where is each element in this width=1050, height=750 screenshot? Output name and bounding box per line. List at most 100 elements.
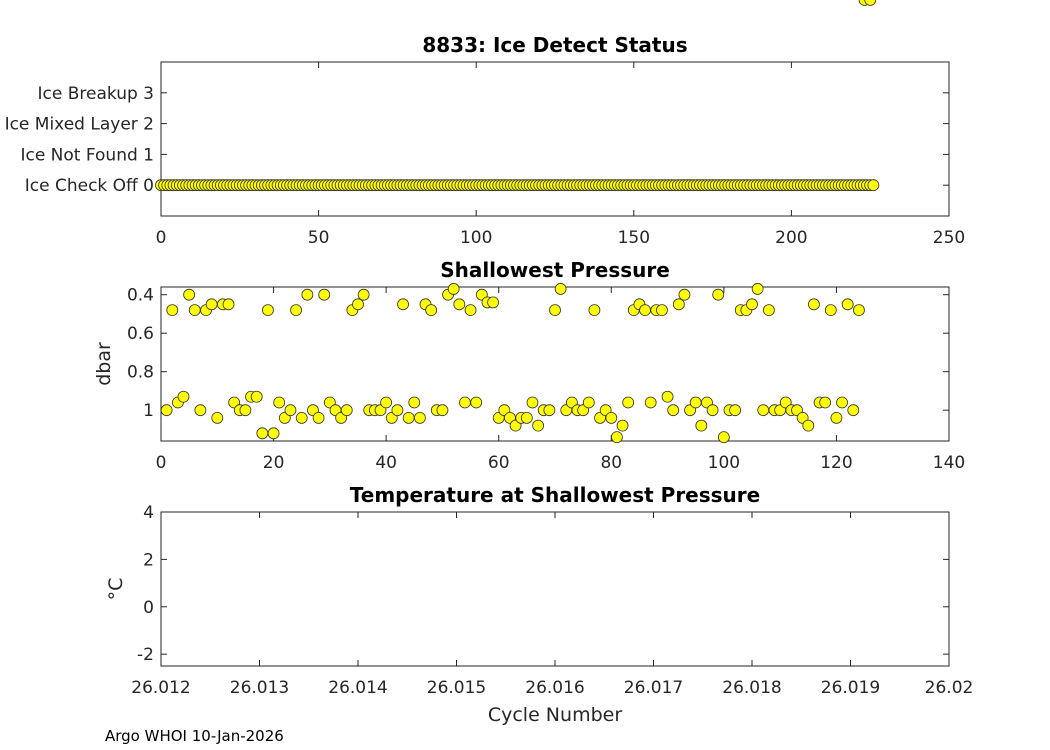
ice-detect-ticks: 0 50 100 150 200 250 Ice Check Off 0 Ice Not Fo…	[5, 62, 965, 248]
x-tick-label: 250	[933, 228, 965, 248]
data-point	[250, 390, 263, 403]
data-point	[397, 298, 409, 311]
ice-detect-panel: 0 50 100 150 200 250 Ice Check Off 0 Ice Not Fo…	[5, 33, 966, 248]
data-point	[639, 304, 651, 317]
data-point	[678, 288, 691, 301]
data-point	[864, 0, 877, 6]
x-tick-label: 26.018	[722, 678, 781, 698]
data-point	[470, 396, 483, 409]
data-point	[459, 396, 471, 409]
x-tick-label: 26.015	[427, 678, 486, 698]
data-point	[391, 404, 404, 417]
pressure-ticks: 0 20 40 60 80 100 120 140 0.4 0.6 0.8 1	[127, 286, 965, 473]
data-point	[520, 411, 533, 424]
data-point	[706, 404, 719, 417]
data-point	[661, 390, 674, 403]
data-point	[622, 396, 635, 409]
x-tick-label: 0	[156, 453, 167, 473]
data-point	[824, 304, 837, 317]
y-tick-label: Ice Check Off 0	[25, 176, 154, 196]
ice-detect-points	[155, 179, 880, 192]
x-tick-label: 80	[600, 453, 622, 473]
y-tick-label: 4	[143, 503, 154, 523]
y-tick-label: 0.6	[127, 324, 154, 344]
pressure-points	[160, 0, 877, 444]
data-point	[695, 419, 708, 432]
x-tick-label: 200	[775, 228, 807, 248]
data-point	[487, 296, 499, 309]
x-tick-label: 26.016	[525, 678, 584, 698]
data-point	[847, 404, 860, 417]
y-tick-label: 1	[143, 401, 154, 421]
data-point	[267, 427, 280, 440]
data-point	[729, 404, 742, 417]
data-point	[605, 411, 618, 424]
data-point	[841, 298, 854, 311]
data-point	[414, 411, 426, 424]
data-point	[340, 404, 353, 417]
data-point	[616, 419, 629, 432]
data-point	[819, 396, 832, 409]
data-point	[256, 427, 269, 440]
data-point	[408, 396, 421, 409]
data-point	[808, 298, 820, 311]
y-tick-label: 2	[143, 550, 154, 570]
data-point	[853, 304, 865, 317]
x-tick-label: 60	[488, 453, 510, 473]
data-point	[183, 288, 196, 301]
x-tick-label: 100	[460, 228, 492, 248]
x-tick-label: 100	[708, 453, 740, 473]
data-point	[425, 304, 438, 317]
data-point	[611, 431, 623, 444]
x-tick-label: 50	[308, 228, 330, 248]
data-point	[205, 298, 218, 311]
y-tick-label: -2	[137, 645, 154, 665]
data-point	[689, 396, 702, 409]
data-point	[656, 304, 668, 317]
data-point	[751, 283, 764, 295]
y-tick-label: 0.4	[127, 286, 154, 306]
y-tick-label: Ice Not Found 1	[20, 145, 154, 165]
data-point	[312, 411, 325, 424]
ice-detect-axes	[160, 61, 950, 217]
x-tick-label: 120	[820, 453, 852, 473]
y-tick-label: 0.8	[127, 363, 154, 383]
data-point	[177, 390, 190, 403]
data-point	[284, 404, 297, 417]
x-tick-label: 0	[156, 228, 167, 248]
x-tick-label: 26.02	[925, 678, 974, 698]
data-point	[526, 396, 539, 409]
data-point	[453, 298, 466, 311]
y-tick-label: Ice Breakup 3	[38, 84, 155, 104]
data-point	[188, 304, 201, 317]
data-point	[357, 288, 370, 301]
x-tick-label: 40	[375, 453, 397, 473]
data-point	[239, 404, 252, 417]
footer-text: Argo WHOI 10-Jan-2026	[105, 727, 284, 745]
data-point	[262, 304, 274, 317]
data-point	[160, 404, 173, 417]
data-point	[667, 404, 680, 417]
data-point	[352, 298, 364, 311]
data-point	[301, 288, 314, 301]
y-tick-label: Ice Mixed Layer 2	[5, 115, 154, 135]
data-point	[549, 304, 561, 317]
temperature-title: Temperature at Shallowest Pressure	[350, 483, 760, 507]
pressure-title: Shallowest Pressure	[440, 258, 670, 282]
data-point	[712, 288, 725, 301]
ice-detect-title: 8833: Ice Detect Status	[422, 33, 687, 57]
data-point	[830, 411, 843, 424]
data-point	[318, 288, 331, 301]
data-point	[402, 411, 415, 424]
data-point	[295, 411, 308, 424]
data-point	[644, 396, 657, 409]
data-point	[194, 404, 207, 417]
x-tick-label: 26.014	[328, 678, 387, 698]
pressure-ylabel: dbar	[93, 342, 115, 386]
data-point	[588, 304, 601, 317]
data-point	[554, 283, 567, 295]
data-point	[757, 404, 770, 417]
data-point	[211, 411, 224, 424]
data-point	[867, 179, 880, 192]
